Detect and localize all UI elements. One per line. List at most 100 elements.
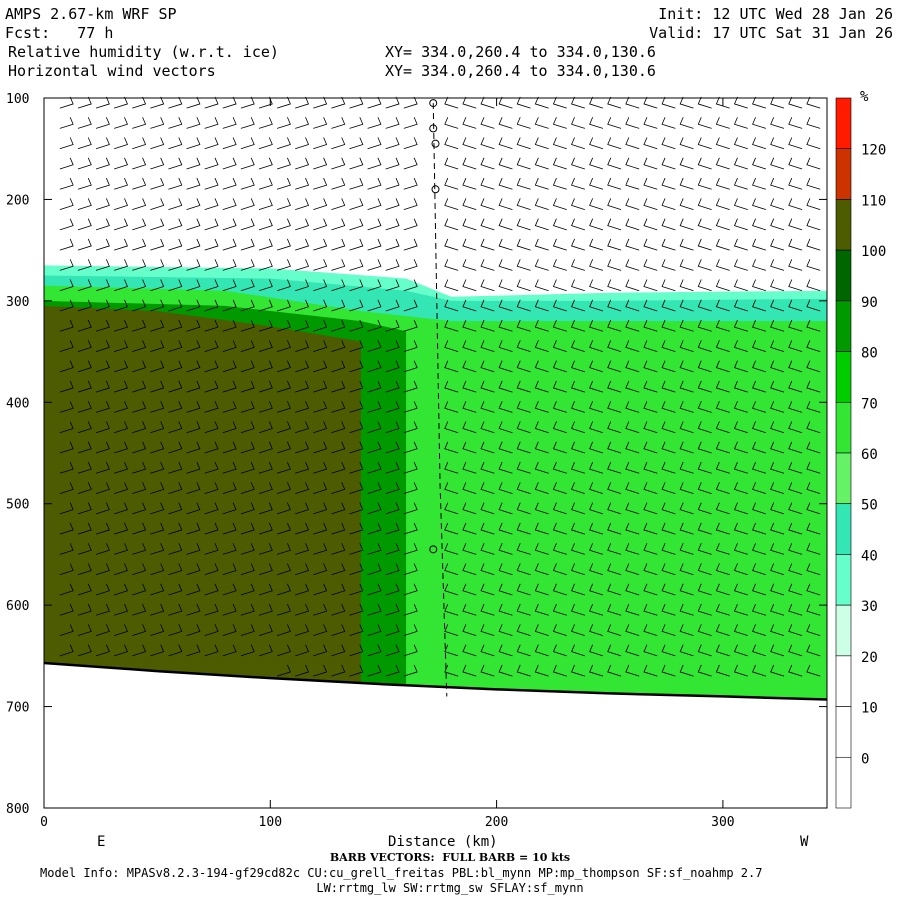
wind-barb [788, 157, 803, 170]
wind-barb [385, 360, 400, 373]
wind-barb [462, 664, 477, 677]
wind-barb [403, 198, 418, 210]
wind-barb [643, 279, 658, 292]
wind-barb [295, 543, 310, 555]
wind-barb [114, 502, 128, 515]
wind-barb [444, 482, 459, 494]
wind-barb [625, 117, 640, 129]
wind-barb [150, 441, 165, 454]
wind-barb [498, 259, 513, 271]
wind-barb [770, 198, 785, 210]
wind-barb [715, 603, 730, 616]
wind-barb [480, 319, 495, 332]
wind-barb [240, 401, 255, 413]
model-title: AMPS 2.67-km WRF SP [5, 5, 177, 23]
wind-barb [95, 279, 110, 292]
wind-barb [480, 177, 495, 190]
wind-barb [589, 238, 604, 251]
wind-barb [752, 421, 767, 434]
wind-barb [240, 644, 255, 657]
wind-barb [313, 319, 328, 332]
wind-barb [462, 117, 477, 129]
wind-barb [403, 522, 418, 535]
wind-barb [643, 117, 658, 129]
wind-barb [607, 259, 622, 271]
wind-barb [114, 461, 128, 474]
wind-barb [77, 96, 92, 109]
wind-barb [607, 664, 622, 677]
wind-barb [643, 96, 658, 109]
x-tick-label: 0 [40, 815, 48, 830]
wind-barb [385, 340, 400, 352]
wind-barb [95, 96, 110, 109]
wind-barb [403, 502, 418, 515]
wind-barb [331, 543, 346, 555]
wind-barb [697, 198, 712, 210]
wind-barb [589, 603, 604, 616]
wind-barb [788, 177, 803, 190]
wind-barb [331, 360, 346, 373]
wind-barb [240, 441, 255, 454]
wind-barb [480, 563, 495, 576]
wind-barb [788, 299, 803, 312]
wind-barb [331, 624, 346, 636]
wind-barb [168, 583, 183, 596]
wind-barb [571, 177, 585, 190]
wind-barb [114, 319, 128, 332]
wind-barb [661, 157, 676, 170]
wind-barb [679, 380, 694, 393]
wind-barb [168, 644, 183, 657]
wind-barb [95, 380, 110, 393]
wind-barb [806, 624, 821, 636]
wind-barb [132, 299, 147, 312]
wind-barb [806, 401, 821, 413]
wind-barb [498, 461, 513, 474]
wind-barb [276, 259, 291, 271]
wind-barb [806, 360, 821, 373]
colorbar-segment [835, 199, 852, 251]
wind-barb [571, 157, 585, 170]
wind-barb [114, 238, 128, 251]
wind-barb [770, 482, 785, 494]
wind-barb [222, 157, 237, 170]
wind-barb [114, 563, 128, 576]
wind-barb [752, 117, 767, 129]
wind-barb [788, 319, 803, 332]
wind-barb [715, 563, 730, 576]
wind-barb [516, 259, 531, 271]
wind-barb [806, 603, 821, 616]
wind-barb [806, 543, 821, 555]
wind-barb [806, 583, 821, 596]
wind-barb [444, 401, 459, 413]
wind-barb [498, 218, 513, 231]
wind-barb [589, 461, 604, 474]
terrain-line [43, 661, 828, 701]
wind-barb [204, 624, 219, 636]
wind-barb [403, 218, 418, 231]
wind-barb [516, 238, 531, 251]
x-end-label-east: E [97, 834, 106, 850]
wind-barb [59, 543, 74, 555]
wind-barb [313, 157, 328, 170]
wind-barb [462, 441, 477, 454]
barb-note: BARB VECTORS: FULL BARB = 10 kts [329, 851, 571, 864]
wind-barb [77, 583, 92, 596]
wind-barb [222, 380, 237, 393]
wind-barb [661, 218, 676, 231]
wind-barb [752, 299, 767, 312]
wind-barb [534, 421, 549, 434]
wind-barb [276, 360, 291, 373]
wind-barb [222, 259, 237, 271]
colorbar-label: 100 [861, 244, 886, 260]
wind-barb [77, 218, 92, 231]
wind-barb [222, 421, 237, 434]
wind-barb [313, 441, 328, 454]
wind-barb [788, 461, 803, 474]
wind-barb [114, 96, 128, 109]
wind-barb [552, 299, 567, 312]
wind-barb [258, 563, 273, 576]
xy-coords-rh: XY= 334.0,260.4 to 334.0,130.6 [385, 43, 656, 61]
wind-barb [498, 522, 513, 535]
wind-barb [367, 603, 382, 616]
wind-barb [186, 624, 201, 636]
